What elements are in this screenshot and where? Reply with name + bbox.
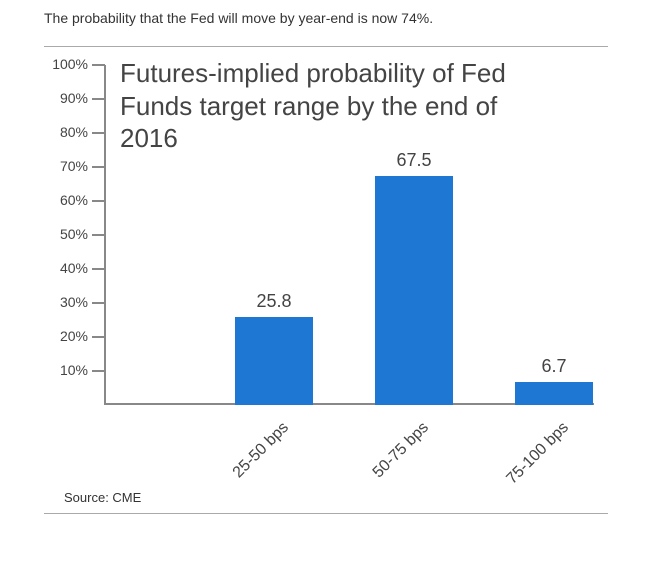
y-tick-label: 10%: [44, 362, 88, 378]
y-tick-label: 80%: [44, 124, 88, 140]
x-category-label: 50-75 bps: [349, 419, 432, 502]
y-tick-mark: [92, 64, 105, 66]
y-tick-mark: [92, 370, 105, 372]
y-tick-mark: [92, 166, 105, 168]
bar: 25.8: [235, 317, 313, 405]
y-tick-label: 30%: [44, 294, 88, 310]
x-category-label: 25-50 bps: [209, 419, 292, 502]
y-tick-label: 100%: [44, 56, 88, 72]
y-tick-mark: [92, 336, 105, 338]
bar-value-label: 25.8: [235, 291, 313, 312]
y-tick-label: 90%: [44, 90, 88, 106]
chart-area: Futures-implied probability of Fed Funds…: [44, 46, 608, 514]
bar: 67.5: [375, 176, 453, 406]
headline-text: The probability that the Fed will move b…: [44, 10, 433, 26]
y-tick-mark: [92, 234, 105, 236]
source-label: Source: CME: [64, 490, 141, 505]
y-tick-label: 50%: [44, 226, 88, 242]
plot-region: 25.8 67.5 6.7: [104, 65, 594, 405]
y-tick-mark: [92, 98, 105, 100]
y-tick-mark: [92, 268, 105, 270]
y-tick-mark: [92, 132, 105, 134]
bar-value-label: 6.7: [515, 356, 593, 377]
y-tick-label: 70%: [44, 158, 88, 174]
chart-container: The probability that the Fed will move b…: [0, 0, 652, 567]
bar-value-label: 67.5: [375, 150, 453, 171]
y-tick-label: 20%: [44, 328, 88, 344]
y-tick-label: 60%: [44, 192, 88, 208]
y-tick-label: 40%: [44, 260, 88, 276]
x-category-label: 75-100 bps: [489, 419, 572, 502]
y-tick-mark: [92, 302, 105, 304]
y-tick-mark: [92, 200, 105, 202]
bar: 6.7: [515, 382, 593, 405]
